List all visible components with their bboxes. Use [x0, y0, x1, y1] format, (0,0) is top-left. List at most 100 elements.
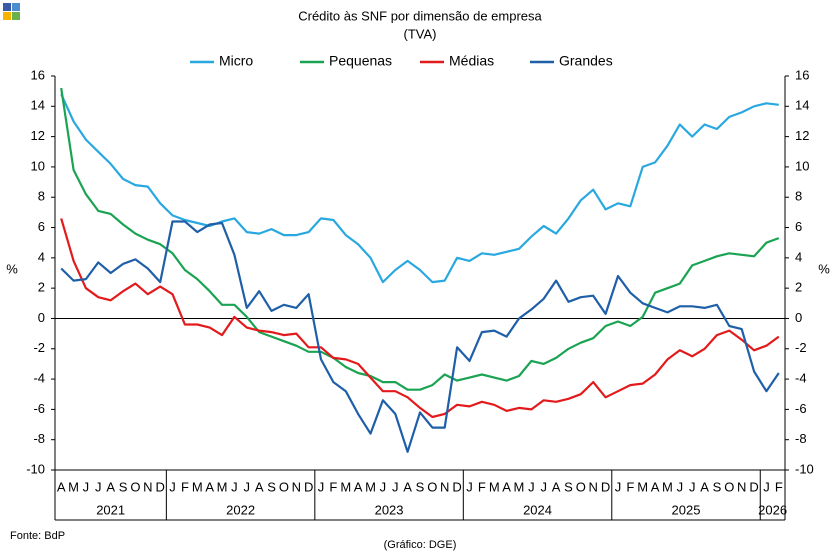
x-tick-label: O: [279, 479, 289, 494]
y-tick-label: 12: [31, 128, 45, 143]
y2-tick-label: 16: [795, 67, 809, 82]
source: Fonte: BdP: [10, 530, 65, 542]
y-tick-label: 14: [31, 98, 45, 113]
y2-tick-label: -8: [795, 431, 807, 446]
x-tick-label: J: [318, 479, 325, 494]
credit: (Gráfico: DGE): [384, 539, 457, 551]
x-tick-label: D: [155, 479, 164, 494]
logo: [12, 12, 20, 20]
x-tick-label: J: [540, 479, 547, 494]
x-tick-label: S: [416, 479, 425, 494]
x-tick-label: A: [255, 479, 264, 494]
x-tick-label: A: [700, 479, 709, 494]
y2-tick-label: -10: [795, 461, 814, 476]
x-tick-label: M: [192, 479, 203, 494]
y-axis-label: %: [6, 261, 18, 276]
x-tick-label: J: [95, 479, 102, 494]
x-tick-label: A: [502, 479, 511, 494]
logo: [12, 3, 20, 11]
legend-label: Pequenas: [329, 53, 392, 69]
x-tick-label: J: [392, 479, 399, 494]
x-tick-label: J: [677, 479, 684, 494]
y-tick-label: -2: [33, 340, 45, 355]
x-tick-label: D: [452, 479, 461, 494]
x-tick-label: J: [528, 479, 535, 494]
y2-tick-label: 6: [795, 219, 802, 234]
x-tick-label: M: [365, 479, 376, 494]
x-tick-label: A: [106, 479, 115, 494]
x-tick-label: J: [231, 479, 238, 494]
x-tick-label: J: [380, 479, 387, 494]
x-tick-label: J: [466, 479, 473, 494]
year-label: 2026: [758, 502, 787, 517]
logo: [3, 3, 11, 11]
x-tick-label: A: [354, 479, 363, 494]
x-tick-label: J: [83, 479, 90, 494]
y2-tick-label: 0: [795, 310, 802, 325]
y-tick-label: 8: [38, 189, 45, 204]
x-tick-label: M: [217, 479, 228, 494]
y-tick-label: -6: [33, 401, 45, 416]
series-line: [60, 87, 780, 391]
x-tick-label: N: [292, 479, 301, 494]
x-tick-label: M: [68, 479, 79, 494]
year-label: 2021: [96, 502, 125, 517]
x-tick-label: M: [489, 479, 500, 494]
x-tick-label: A: [403, 479, 412, 494]
year-label: 2025: [672, 502, 701, 517]
year-label: 2024: [523, 502, 552, 517]
y2-axis-label: %: [818, 261, 830, 276]
x-tick-label: M: [637, 479, 648, 494]
y2-tick-label: -2: [795, 340, 807, 355]
y-tick-label: -10: [26, 461, 45, 476]
x-tick-label: N: [143, 479, 152, 494]
legend-label: Grandes: [559, 53, 613, 69]
y2-tick-label: 12: [795, 128, 809, 143]
x-tick-label: F: [181, 479, 189, 494]
y2-tick-label: 8: [795, 189, 802, 204]
y-tick-label: 6: [38, 219, 45, 234]
legend-label: Micro: [219, 53, 253, 69]
chart-title: Crédito às SNF por dimensão de empresa: [298, 8, 542, 23]
x-tick-label: D: [601, 479, 610, 494]
x-tick-label: N: [589, 479, 598, 494]
series-line: [60, 218, 780, 419]
x-tick-label: A: [651, 479, 660, 494]
y2-tick-label: 10: [795, 158, 809, 173]
y-tick-label: 10: [31, 158, 45, 173]
x-tick-label: F: [478, 479, 486, 494]
x-tick-label: J: [244, 479, 251, 494]
legend-label: Médias: [449, 53, 494, 69]
x-tick-label: A: [57, 479, 66, 494]
x-tick-label: S: [564, 479, 573, 494]
x-tick-label: N: [440, 479, 449, 494]
y2-tick-label: 14: [795, 98, 809, 113]
y2-tick-label: -6: [795, 401, 807, 416]
x-tick-label: A: [552, 479, 561, 494]
series-line: [60, 220, 780, 453]
x-tick-label: S: [713, 479, 722, 494]
x-tick-label: O: [724, 479, 734, 494]
y-tick-label: 4: [38, 249, 45, 264]
y2-tick-label: -4: [795, 371, 807, 386]
x-tick-label: M: [514, 479, 525, 494]
x-tick-label: O: [576, 479, 586, 494]
x-tick-label: S: [267, 479, 276, 494]
y-tick-label: 16: [31, 67, 45, 82]
x-tick-label: F: [329, 479, 337, 494]
series-line: [60, 93, 779, 284]
x-tick-label: M: [662, 479, 673, 494]
x-tick-label: F: [775, 479, 783, 494]
year-label: 2022: [226, 502, 255, 517]
y-tick-label: 2: [38, 280, 45, 295]
x-tick-label: O: [427, 479, 437, 494]
x-tick-label: O: [130, 479, 140, 494]
y2-tick-label: 4: [795, 249, 802, 264]
x-tick-label: F: [626, 479, 634, 494]
logo: [3, 12, 11, 20]
x-tick-label: J: [763, 479, 770, 494]
year-label: 2023: [375, 502, 404, 517]
x-tick-label: S: [119, 479, 128, 494]
x-tick-label: J: [169, 479, 176, 494]
